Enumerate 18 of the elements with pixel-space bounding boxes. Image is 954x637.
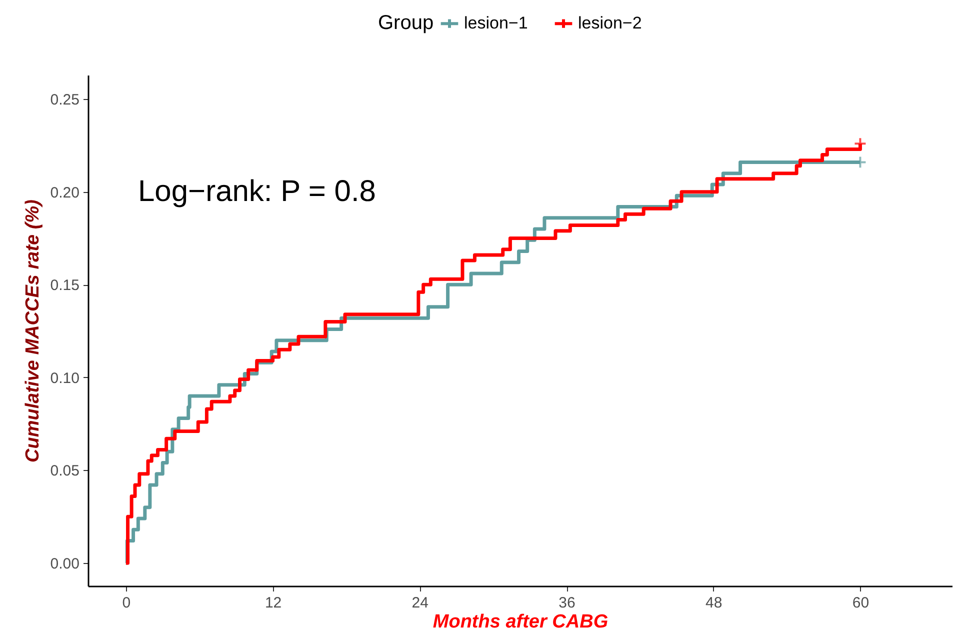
y-tick-label: 0.20 (50, 184, 80, 202)
legend-label: lesion−2 (578, 14, 642, 33)
y-tick-label: 0.15 (50, 277, 80, 294)
x-tick-label: 60 (852, 594, 870, 612)
y-axis-title: Cumulative MACCEs rate (%) (22, 200, 44, 462)
x-tick-label: 12 (264, 594, 282, 612)
legend-label: lesion−1 (464, 14, 528, 33)
y-tick-label: 0.00 (50, 555, 80, 572)
y-tick-label: 0.05 (50, 462, 80, 480)
annotation: Log−rank: P = 0.8 (138, 175, 376, 208)
x-tick-label: 0 (122, 594, 131, 612)
x-tick-label: 36 (558, 594, 576, 612)
legend-title: Group (378, 12, 434, 34)
x-tick-label: 48 (706, 594, 722, 612)
y-tick-label: 0.10 (50, 370, 80, 387)
y-tick-label: 0.25 (50, 92, 80, 109)
x-axis-title: Months after CABG (432, 612, 608, 632)
x-tick-label: 24 (412, 594, 428, 612)
